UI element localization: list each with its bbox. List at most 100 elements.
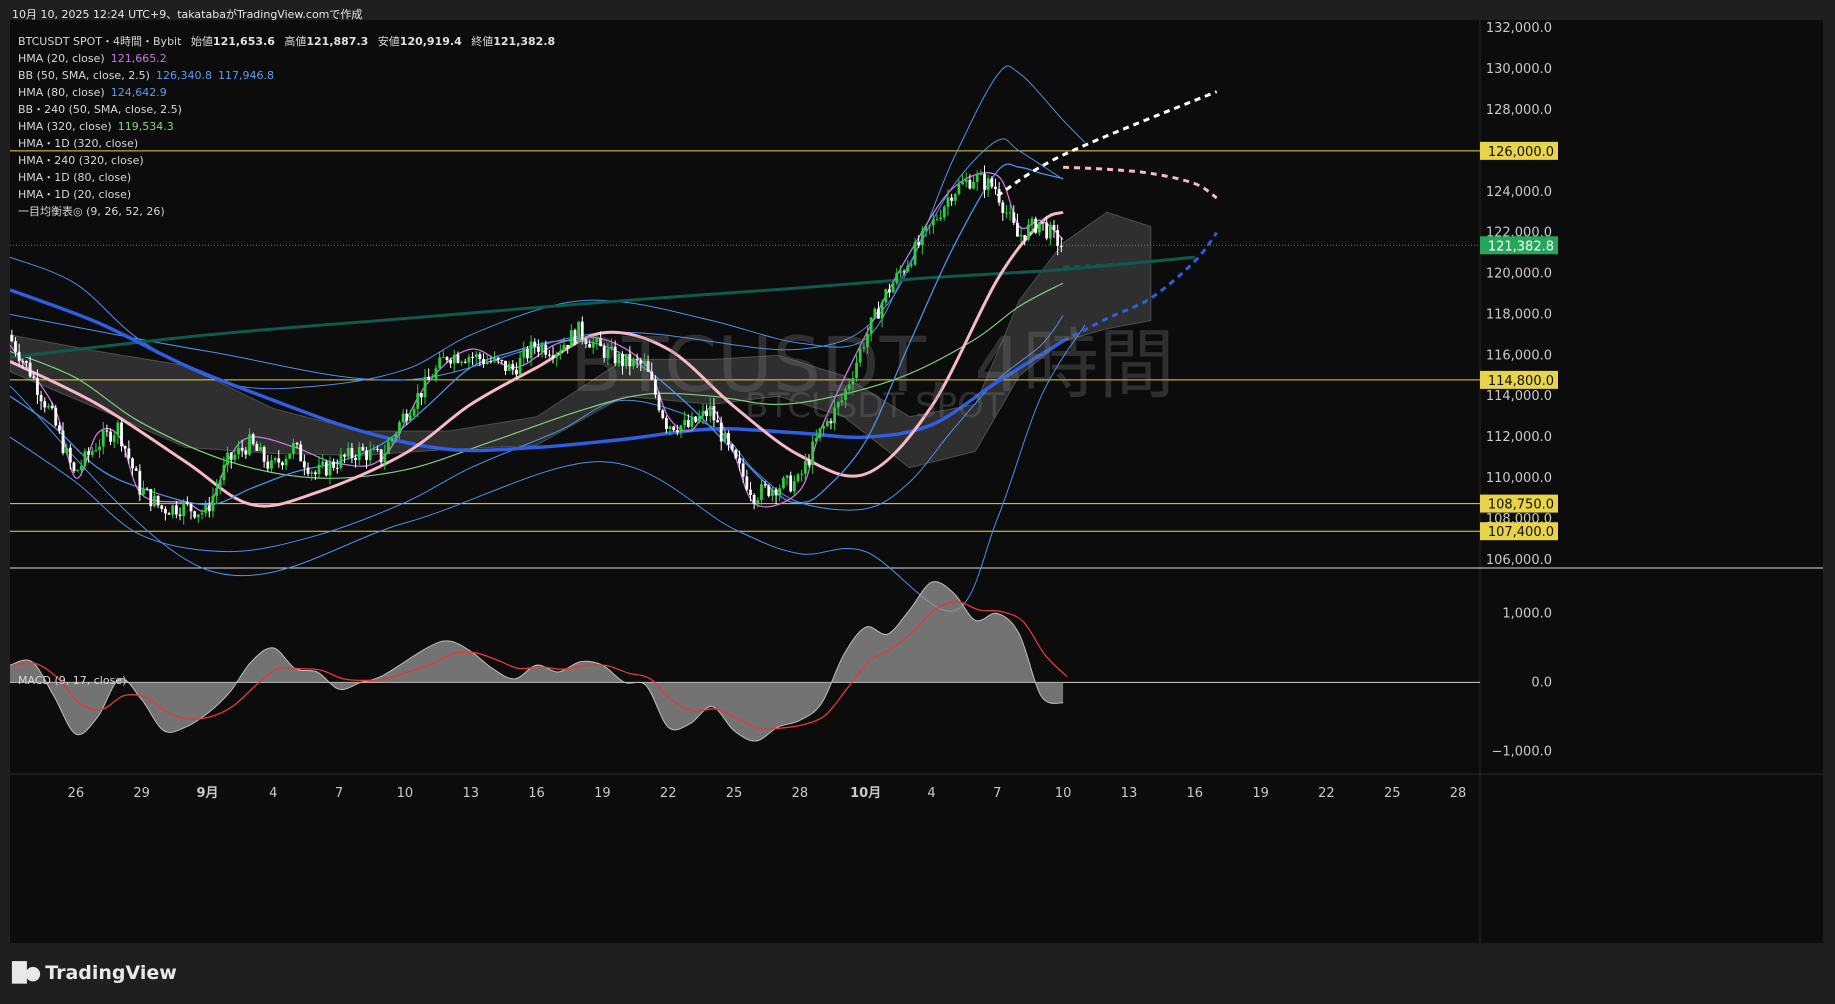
candle-body — [836, 402, 840, 408]
candle-body — [675, 430, 679, 433]
candle-body — [153, 495, 156, 507]
indicator-value: 124,642.9 — [110, 86, 167, 99]
candle-body — [277, 458, 281, 463]
indicator-row[interactable]: BB・240 (50, SMA, close, 2.5) — [18, 101, 555, 118]
projection-top-arc — [1063, 165, 1218, 200]
candle-body — [968, 179, 972, 189]
candle-body — [335, 467, 339, 469]
chart-panel[interactable]: 106,000.0 108,000.0 110,000.0 112,000.0 114,… — [10, 20, 1823, 943]
candle-body — [1034, 218, 1038, 233]
candle-body — [79, 466, 83, 471]
candle-body — [398, 422, 401, 434]
candle-body — [741, 463, 745, 477]
candle-body — [193, 511, 197, 518]
candle-body — [357, 446, 361, 461]
candle-body — [760, 484, 763, 501]
candle-body — [891, 283, 895, 293]
level-label-bg — [1480, 522, 1558, 541]
symbol-line[interactable]: BTCUSDT SPOT・4時間・Bybit 始値121,653.6 高値121… — [18, 33, 555, 50]
candle-body — [138, 470, 142, 495]
tradingview-logo[interactable]: █● TradingView — [12, 962, 177, 984]
candle-body — [716, 420, 719, 423]
candle-body — [259, 447, 262, 451]
candle-body — [339, 454, 343, 468]
candle-body — [215, 487, 219, 496]
candle-body — [101, 430, 105, 447]
candle-body — [613, 346, 617, 364]
candle-body — [946, 197, 950, 207]
chart-canvas[interactable]: 106,000.0108,000.0110,000.0112,000.0114,… — [10, 20, 1823, 943]
indicator-row[interactable]: HMA (80, close) 124,642.9 — [18, 84, 555, 101]
series-line-hma-1d-320-close- — [10, 255, 1195, 359]
candle-body — [332, 461, 336, 468]
time-tick-label: 13 — [462, 786, 479, 801]
candle-body — [639, 360, 643, 364]
ichimoku-cloud — [10, 211, 1152, 469]
indicator-row[interactable]: HMA・1D (320, close) — [18, 135, 555, 152]
candle-body — [562, 344, 566, 351]
indicator-legend: BTCUSDT SPOT・4時間・Bybit 始値121,653.6 高値121… — [18, 33, 555, 220]
indicator-row[interactable]: HMA・240 (320, close) — [18, 152, 555, 169]
candle-body — [928, 225, 932, 227]
price-tick-label: 120,000.0 — [1486, 267, 1552, 282]
header-timestamp: 10月 10, 2025 12:24 UTC+9、takatabaがTradin… — [12, 8, 363, 21]
candle-body — [174, 505, 178, 515]
candle-body — [233, 454, 237, 460]
candle-body — [917, 241, 921, 246]
indicator-row[interactable]: HMA (20, close) 121,665.2 — [18, 50, 555, 67]
candle-body — [569, 330, 573, 347]
candle-body — [547, 354, 551, 356]
symbol-name[interactable]: BTCUSDT SPOT・4時間・Bybit — [18, 35, 182, 48]
price-tick-label: 124,000.0 — [1486, 185, 1552, 200]
candle-body — [518, 357, 522, 375]
indicator-row[interactable]: HMA (320, close) 119,534.3 — [18, 118, 555, 135]
low-value: 120,919.4 — [399, 35, 462, 48]
time-tick-label: 19 — [594, 786, 611, 801]
candle-body — [72, 462, 76, 472]
indicator-label: HMA・1D (20, close) — [18, 188, 132, 201]
candle-body — [116, 422, 120, 436]
indicator-label: BB・240 (50, SMA, close, 2.5) — [18, 103, 182, 116]
indicator-row[interactable]: HMA・1D (80, close) — [18, 169, 555, 186]
candle-body — [873, 308, 877, 318]
candle-body — [273, 458, 277, 461]
macd-legend[interactable]: MACD (9, 17, close) — [18, 674, 127, 687]
time-tick-label: 19 — [1252, 786, 1269, 801]
candle-body — [862, 347, 866, 349]
candle-body — [419, 393, 423, 398]
price-tick-label: 128,000.0 — [1486, 103, 1552, 118]
indicator-row[interactable]: 一目均衡表◎ (9, 26, 52, 26) — [18, 203, 555, 220]
candle-body — [1008, 212, 1012, 214]
candle-body — [394, 433, 398, 438]
candle-body — [131, 458, 134, 469]
price-tick-label: 112,000.0 — [1486, 430, 1552, 445]
candle-body — [1052, 225, 1056, 231]
candle-body — [738, 458, 741, 464]
candle-body — [160, 505, 164, 509]
candle-body — [869, 317, 873, 334]
candle-body — [500, 360, 504, 362]
candle-body — [270, 460, 273, 469]
candle-body — [430, 379, 434, 381]
candle-body — [683, 419, 687, 426]
candle-body — [972, 181, 975, 189]
candle-body — [178, 514, 182, 517]
candle-body — [803, 460, 807, 474]
indicator-row[interactable]: BB (50, SMA, close, 2.5) 126,340.8 117,946… — [18, 67, 555, 84]
candle-body — [931, 219, 935, 226]
candle-body — [434, 368, 438, 380]
candle-body — [939, 217, 943, 220]
candle-body — [379, 449, 383, 463]
candle-body — [983, 173, 986, 190]
candle-body — [1059, 246, 1063, 248]
indicator-row[interactable]: HMA・1D (20, close) — [18, 186, 555, 203]
candle-body — [98, 446, 101, 451]
candle-body — [229, 452, 233, 460]
candle-body — [533, 341, 537, 347]
candle-body — [445, 357, 449, 361]
indicator-label: HMA・1D (320, close) — [18, 137, 139, 150]
close-value: 121,382.8 — [493, 35, 556, 48]
indicator-value: 119,534.3 — [117, 120, 174, 133]
candle-body — [452, 354, 456, 364]
macd-tick-label: −1,000.0 — [1491, 744, 1552, 759]
